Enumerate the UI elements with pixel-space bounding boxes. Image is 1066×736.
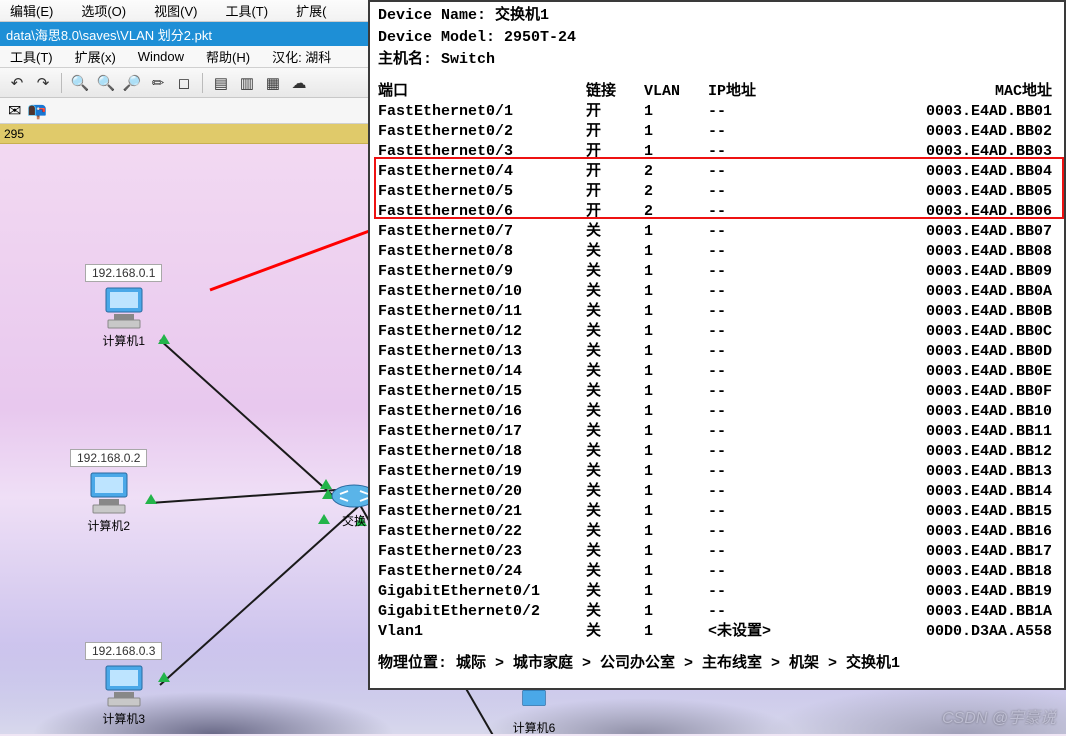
port-up-icon bbox=[318, 514, 330, 524]
port-table-row[interactable]: Vlan1关1<未设置>00D0.D3AA.A558 bbox=[378, 622, 1056, 642]
device-pc3[interactable]: 192.168.0.3 计算机3 bbox=[85, 642, 162, 727]
port-table-row[interactable]: FastEthernet0/16关1--0003.E4AD.BB10 bbox=[378, 402, 1056, 422]
port-table-row[interactable]: FastEthernet0/24关1--0003.E4AD.BB18 bbox=[378, 562, 1056, 582]
panel1-icon[interactable]: ▤ bbox=[210, 72, 232, 94]
panel2-icon[interactable]: ▥ bbox=[236, 72, 258, 94]
port-table-row[interactable]: FastEthernet0/3开1--0003.E4AD.BB03 bbox=[378, 142, 1056, 162]
pc6-name: 计算机6 bbox=[513, 719, 556, 734]
menu-options[interactable]: 选项(O) bbox=[81, 1, 126, 20]
port-table-row[interactable]: FastEthernet0/8关1--0003.E4AD.BB08 bbox=[378, 242, 1056, 262]
devmodel-value: 2950T-24 bbox=[504, 29, 576, 46]
shape-icon[interactable]: ◻ bbox=[173, 72, 195, 94]
file-path: data\海思8.0\saves\VLAN 划分2.pkt bbox=[6, 25, 212, 44]
hostname-label: 主机名: bbox=[378, 51, 441, 68]
port-table-row[interactable]: FastEthernet0/12关1--0003.E4AD.BB0C bbox=[378, 322, 1056, 342]
draw-icon[interactable]: ✏ bbox=[147, 72, 169, 94]
watermark: CSDN @宇豪说 bbox=[942, 704, 1056, 728]
col-ip: IP地址 bbox=[708, 82, 874, 102]
physical-location: 物理位置: 城际 > 城市家庭 > 公司办公室 > 主布线室 > 机架 > 交换… bbox=[378, 654, 1056, 674]
pc2-ip-label: 192.168.0.2 bbox=[70, 449, 147, 467]
zoom-in-icon[interactable]: 🔍 bbox=[69, 72, 91, 94]
col-link: 链接 bbox=[586, 82, 644, 102]
port-table-row[interactable]: FastEthernet0/7关1--0003.E4AD.BB07 bbox=[378, 222, 1056, 242]
status-value: 295 bbox=[4, 127, 24, 141]
cable-pc1-switch bbox=[159, 339, 336, 498]
devname-label: Device Name: bbox=[378, 7, 495, 24]
port-table-row[interactable]: FastEthernet0/14关1--0003.E4AD.BB0E bbox=[378, 362, 1056, 382]
port-table-body: FastEthernet0/1开1--0003.E4AD.BB01FastEth… bbox=[378, 102, 1056, 642]
port-table-row[interactable]: GigabitEthernet0/1关1--0003.E4AD.BB19 bbox=[378, 582, 1056, 602]
menu-tools[interactable]: 工具(T) bbox=[225, 1, 268, 20]
port-table-row[interactable]: FastEthernet0/18关1--0003.E4AD.BB12 bbox=[378, 442, 1056, 462]
port-table-row[interactable]: FastEthernet0/1开1--0003.E4AD.BB01 bbox=[378, 102, 1056, 122]
undo-icon[interactable]: ↶ bbox=[6, 72, 28, 94]
port-table-row[interactable]: FastEthernet0/17关1--0003.E4AD.BB11 bbox=[378, 422, 1056, 442]
menu2-window[interactable]: Window bbox=[138, 49, 184, 64]
port-table-row[interactable]: FastEthernet0/15关1--0003.E4AD.BB0F bbox=[378, 382, 1056, 402]
device-info-panel: Device Name: 交换机1 Device Model: 2950T-24… bbox=[368, 0, 1066, 690]
pc-icon bbox=[100, 286, 148, 330]
mail-closed-icon[interactable]: ✉ bbox=[8, 101, 21, 121]
cloud-icon[interactable]: ☁ bbox=[288, 72, 310, 94]
device-pc1[interactable]: 192.168.0.1 计算机1 bbox=[85, 264, 162, 349]
menu2-help[interactable]: 帮助(H) bbox=[206, 47, 250, 66]
port-table-row[interactable]: GigabitEthernet0/2关1--0003.E4AD.BB1A bbox=[378, 602, 1056, 622]
port-table-row[interactable]: FastEthernet0/22关1--0003.E4AD.BB16 bbox=[378, 522, 1056, 542]
pc-icon bbox=[510, 689, 558, 717]
port-table-row[interactable]: FastEthernet0/2开1--0003.E4AD.BB02 bbox=[378, 122, 1056, 142]
col-vlan: VLAN bbox=[644, 82, 708, 102]
redo-icon[interactable]: ↷ bbox=[32, 72, 54, 94]
zoom-reset-icon[interactable]: 🔍 bbox=[95, 72, 117, 94]
port-table-row[interactable]: FastEthernet0/20关1--0003.E4AD.BB14 bbox=[378, 482, 1056, 502]
port-table-row[interactable]: FastEthernet0/9关1--0003.E4AD.BB09 bbox=[378, 262, 1056, 282]
port-table-row[interactable]: FastEthernet0/21关1--0003.E4AD.BB15 bbox=[378, 502, 1056, 522]
switch-name: 交换 bbox=[342, 512, 366, 529]
col-mac: MAC地址 bbox=[874, 82, 1056, 102]
pc-icon bbox=[85, 471, 133, 515]
devmodel-label: Device Model: bbox=[378, 29, 504, 46]
port-table-row[interactable]: FastEthernet0/11关1--0003.E4AD.BB0B bbox=[378, 302, 1056, 322]
device-pc2[interactable]: 192.168.0.2 计算机2 bbox=[70, 449, 147, 534]
port-table-row[interactable]: FastEthernet0/10关1--0003.E4AD.BB0A bbox=[378, 282, 1056, 302]
pc2-name: 计算机2 bbox=[87, 517, 130, 534]
port-table-row[interactable]: FastEthernet0/5开2--0003.E4AD.BB05 bbox=[378, 182, 1056, 202]
pc3-name: 计算机3 bbox=[102, 710, 145, 727]
menu2-ext[interactable]: 扩展(x) bbox=[75, 47, 116, 66]
devname-value: 交换机1 bbox=[495, 7, 549, 24]
port-table-row[interactable]: FastEthernet0/4开2--0003.E4AD.BB04 bbox=[378, 162, 1056, 182]
pc3-ip-label: 192.168.0.3 bbox=[85, 642, 162, 660]
panel3-icon[interactable]: ▦ bbox=[262, 72, 284, 94]
menu2-localize: 汉化: 湖科 bbox=[272, 47, 331, 66]
pc1-ip-label: 192.168.0.1 bbox=[85, 264, 162, 282]
pc1-name: 计算机1 bbox=[102, 332, 145, 349]
pc-icon bbox=[100, 664, 148, 708]
port-table-row[interactable]: FastEthernet0/13关1--0003.E4AD.BB0D bbox=[378, 342, 1056, 362]
col-port: 端口 bbox=[378, 82, 586, 102]
zoom-out-icon[interactable]: 🔎 bbox=[121, 72, 143, 94]
port-table-row[interactable]: FastEthernet0/6开2--0003.E4AD.BB06 bbox=[378, 202, 1056, 222]
mail-open-icon[interactable]: 📭 bbox=[27, 101, 47, 121]
hostname-value: Switch bbox=[441, 51, 495, 68]
port-table-header: 端口 链接 VLAN IP地址 MAC地址 bbox=[378, 82, 1056, 102]
menu-extensions[interactable]: 扩展( bbox=[296, 1, 326, 20]
menu-edit[interactable]: 编辑(E) bbox=[10, 1, 53, 20]
port-table-row[interactable]: FastEthernet0/19关1--0003.E4AD.BB13 bbox=[378, 462, 1056, 482]
device-pc6[interactable]: 计算机6 bbox=[510, 689, 558, 734]
menu2-tools[interactable]: 工具(T) bbox=[10, 47, 53, 66]
port-table-row[interactable]: FastEthernet0/23关1--0003.E4AD.BB17 bbox=[378, 542, 1056, 562]
menu-view[interactable]: 视图(V) bbox=[154, 1, 197, 20]
